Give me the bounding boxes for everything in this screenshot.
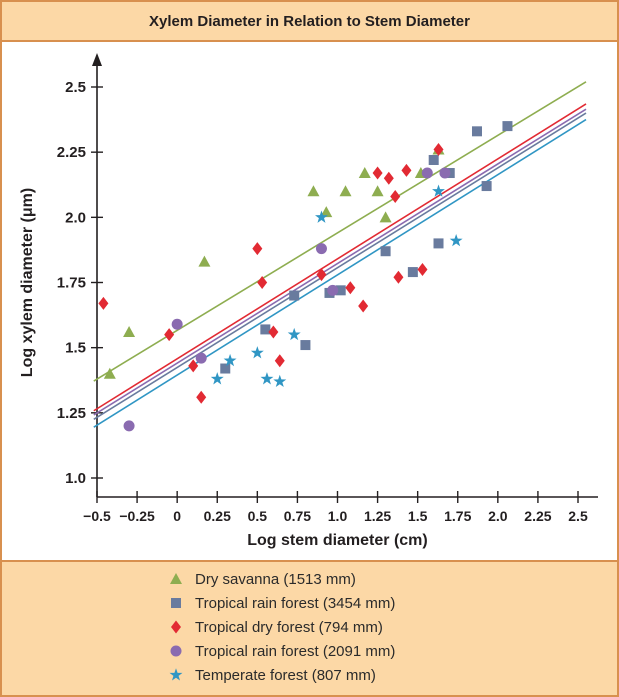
legend-item-temperate-forest: Temperate forest (807 mm) (166, 664, 617, 686)
chart-area: 1.0 1.25 1.5 1.75 2.0 2.25 2.5 −0.5 −0.25 0 0.25 0.… (2, 42, 617, 560)
svg-text:0.25: 0.25 (204, 508, 231, 524)
svg-text:2.25: 2.25 (524, 508, 551, 524)
circle-marker-icon (170, 645, 182, 657)
legend-label: Dry savanna (1513 mm) (195, 570, 356, 588)
svg-text:1.75: 1.75 (444, 508, 471, 524)
triangle-marker-icon (170, 573, 182, 584)
legend-label: Temperate forest (807 mm) (195, 666, 376, 684)
svg-text:2.5: 2.5 (65, 79, 86, 96)
legend-item-tropical-rain-forest-2091: Tropical rain forest (2091 mm) (166, 640, 617, 662)
svg-text:Log stem diameter (cm): Log stem diameter (cm) (247, 532, 427, 549)
svg-text:−0.25: −0.25 (119, 508, 155, 524)
svg-text:2.0: 2.0 (65, 209, 86, 226)
svg-text:2.25: 2.25 (57, 144, 86, 161)
svg-text:1.5: 1.5 (408, 508, 428, 524)
legend-item-tropical-rain-forest-3454: Tropical rain forest (3454 mm) (166, 592, 617, 614)
svg-text:1.0: 1.0 (65, 470, 86, 487)
svg-text:2.5: 2.5 (568, 508, 588, 524)
diamond-marker-icon (171, 620, 181, 634)
svg-text:Log xylem diameter (μm): Log xylem diameter (μm) (19, 188, 36, 377)
legend: Dry savanna (1513 mm) Tropical rain fore… (2, 560, 617, 695)
svg-text:1.75: 1.75 (57, 275, 86, 292)
svg-text:1.25: 1.25 (57, 405, 86, 422)
svg-text:−0.5: −0.5 (83, 508, 111, 524)
legend-label: Tropical rain forest (3454 mm) (195, 594, 396, 612)
star-marker-icon (169, 668, 183, 681)
legend-item-dry-savanna: Dry savanna (1513 mm) (166, 568, 617, 590)
legend-label: Tropical dry forest (794 mm) (195, 618, 383, 636)
chart-title-bar: Xylem Diameter in Relation to Stem Diame… (2, 2, 617, 42)
legend-item-tropical-dry-forest: Tropical dry forest (794 mm) (166, 616, 617, 638)
chart-title: Xylem Diameter in Relation to Stem Diame… (149, 12, 470, 30)
scatter-plot: 1.0 1.25 1.5 1.75 2.0 2.25 2.5 −0.5 −0.25 0 0.25 0.… (19, 53, 598, 549)
svg-text:0.5: 0.5 (248, 508, 268, 524)
svg-text:0.75: 0.75 (284, 508, 311, 524)
legend-label: Tropical rain forest (2091 mm) (195, 642, 396, 660)
svg-text:1.0: 1.0 (328, 508, 348, 524)
svg-text:0: 0 (173, 508, 181, 524)
svg-text:1.5: 1.5 (65, 340, 86, 357)
svg-text:2.0: 2.0 (488, 508, 508, 524)
svg-text:1.25: 1.25 (364, 508, 391, 524)
square-marker-icon (171, 598, 181, 608)
